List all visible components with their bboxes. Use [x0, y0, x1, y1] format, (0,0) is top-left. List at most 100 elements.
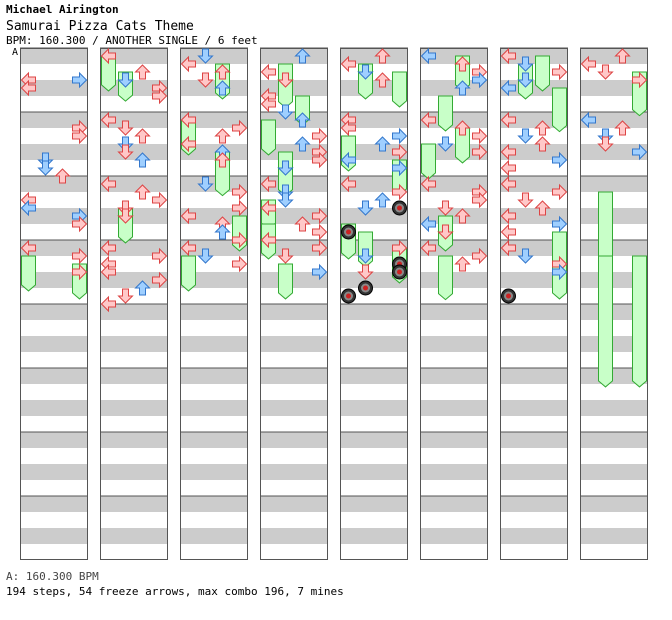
beat-stripe: [340, 368, 408, 384]
beat-stripe: [260, 272, 328, 288]
step-arrow-down: [277, 72, 294, 88]
beat-stripe: [580, 304, 648, 320]
step-arrow-up: [134, 152, 151, 168]
beat-stripe: [340, 176, 408, 192]
beat-stripe: [20, 336, 88, 352]
step-arrow-right: [552, 183, 568, 201]
beat-stripe: [500, 304, 568, 320]
step-arrow-down: [277, 104, 294, 120]
chart-column-6: [420, 47, 488, 560]
beat-stripe: [260, 208, 328, 224]
beat-stripe: [500, 272, 568, 288]
step-arrow-left: [420, 215, 436, 233]
step-arrow-left: [500, 159, 516, 177]
step-arrow-down: [197, 48, 214, 64]
step-arrow-left: [100, 47, 116, 65]
beat-stripe: [420, 400, 488, 416]
step-arrow-down: [597, 64, 614, 80]
step-arrow-right: [312, 239, 328, 257]
step-arrow-left: [580, 111, 596, 129]
beat-stripe: [580, 368, 648, 384]
beat-stripe: [500, 336, 568, 352]
beat-stripe: [100, 176, 168, 192]
beat-stripe: [100, 336, 168, 352]
beat-stripe: [20, 208, 88, 224]
beat-stripe: [20, 240, 88, 256]
beat-stripe: [340, 528, 408, 544]
mine: [501, 288, 516, 304]
step-arrow-up: [214, 128, 231, 144]
beat-stripe: [20, 80, 88, 96]
step-arrow-down: [517, 192, 534, 208]
column-border: [260, 48, 328, 560]
step-arrow-down: [437, 224, 454, 240]
freeze-arrow: [535, 55, 550, 92]
beat-stripe: [500, 240, 568, 256]
step-arrow-down: [117, 288, 134, 304]
beat-stripe: [20, 176, 88, 192]
mine: [358, 280, 373, 296]
freeze-arrow: [392, 71, 407, 108]
step-arrow-left: [420, 47, 436, 65]
step-arrow-right: [232, 183, 248, 201]
column-border: [340, 48, 408, 560]
beat-stripe: [340, 80, 408, 96]
beat-stripe: [260, 496, 328, 512]
freeze-arrow: [261, 119, 276, 156]
step-arrow-down: [517, 248, 534, 264]
step-arrow-down: [117, 208, 134, 224]
beat-stripe: [20, 400, 88, 416]
step-arrow-up: [294, 48, 311, 64]
chart-column-5: [340, 47, 408, 560]
beat-stripe: [260, 304, 328, 320]
beat-stripe: [260, 240, 328, 256]
step-arrow-left: [340, 119, 356, 137]
beat-stripe: [100, 368, 168, 384]
step-arrow-up: [214, 80, 231, 96]
beat-stripe: [340, 144, 408, 160]
beat-stripe: [340, 432, 408, 448]
mine-core: [363, 285, 368, 291]
song-title: Samurai Pizza Cats Theme: [6, 19, 194, 34]
beat-stripe: [180, 528, 248, 544]
step-arrow-down: [357, 264, 374, 280]
step-arrow-left: [340, 151, 356, 169]
step-arrow-right: [552, 263, 568, 281]
beat-stripe: [420, 304, 488, 320]
step-arrow-right: [472, 191, 488, 209]
step-arrow-left: [100, 111, 116, 129]
step-arrow-right: [312, 223, 328, 241]
beat-stripe: [420, 528, 488, 544]
step-arrow-right: [392, 127, 408, 145]
step-arrow-up: [534, 200, 551, 216]
step-arrow-down: [197, 248, 214, 264]
beat-stripe: [20, 112, 88, 128]
step-arrow-up: [214, 64, 231, 80]
beat-stripe: [180, 272, 248, 288]
beat-stripe: [420, 144, 488, 160]
chart-column-2: [100, 47, 168, 560]
freeze-arrow: [278, 263, 293, 300]
step-arrow-right: [632, 143, 648, 161]
beat-stripe: [180, 400, 248, 416]
step-arrow-left: [180, 239, 196, 257]
beat-stripe: [100, 272, 168, 288]
step-arrow-up: [294, 216, 311, 232]
step-arrow-down: [517, 56, 534, 72]
beat-stripe: [260, 432, 328, 448]
step-arrow-down: [357, 64, 374, 80]
step-arrow-up: [534, 120, 551, 136]
beat-stripe: [260, 112, 328, 128]
step-arrow-left: [340, 55, 356, 73]
beat-stripe: [580, 112, 648, 128]
step-arrow-right: [472, 247, 488, 265]
beat-stripe: [180, 368, 248, 384]
beat-stripe: [340, 336, 408, 352]
step-arrow-up: [454, 120, 471, 136]
step-arrow-left: [260, 231, 276, 249]
beat-stripe: [20, 144, 88, 160]
step-arrow-left: [260, 175, 276, 193]
beat-stripe: [100, 464, 168, 480]
beat-stripe: [100, 208, 168, 224]
beat-stripe: [420, 432, 488, 448]
